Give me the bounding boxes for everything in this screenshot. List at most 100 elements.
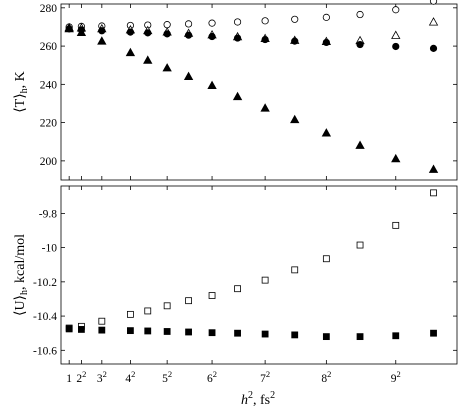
x-tick-label-exp: 2: [131, 369, 135, 379]
x-tick-label-base: 3: [97, 373, 103, 385]
temperature-circle-open-point: [322, 13, 330, 21]
energy-square-filled-point: [185, 328, 192, 336]
x-tick-label-base: 7: [260, 373, 266, 385]
energy-square-filled-point: [78, 326, 85, 333]
temperature-circle-open-point: [163, 21, 171, 29]
energy-square-open-point: [261, 276, 269, 284]
x-tick-label-base: 5: [162, 373, 168, 385]
temperature-plot-frame: [60, 3, 458, 181]
temperature-triangle-filled-point: [355, 140, 365, 149]
temperature-circle-open-point: [208, 19, 216, 27]
x-tick-label-exp: 2: [327, 369, 331, 379]
temperature-circle-filled-point: [261, 35, 269, 44]
temperature-circle-open-point: [392, 6, 400, 14]
energy-square-filled-point: [98, 326, 106, 334]
temperature-y-tick-label: 200: [40, 156, 58, 168]
temperature-circle-open-point: [291, 15, 299, 23]
x-tick-label: 62: [207, 369, 217, 385]
temperature-points: [64, 0, 439, 173]
energy-y-tick-label: -10.6: [33, 345, 57, 357]
x-tick-label-base: 2: [76, 373, 82, 385]
temperature-circle-filled-point: [322, 38, 330, 47]
energy-y-axis-label: ⟨U⟩h, kcal/mol: [13, 234, 30, 316]
temperature-y-label-tail: , K: [13, 71, 28, 88]
energy-square-open-point: [234, 285, 241, 293]
energy-square-open-point: [127, 310, 134, 318]
energy-square-open-point: [322, 255, 330, 263]
energy-square-filled-point: [392, 332, 400, 340]
x-tick-label: 72: [260, 369, 270, 385]
x-axis-label: h2, fs2: [241, 390, 275, 408]
temperature-x-ticks: [68, 4, 397, 180]
energy-y-label-tail: , kcal/mol: [13, 234, 28, 290]
x-tick-label: 22: [76, 369, 86, 385]
energy-x-ticks: 1 22 32 42 52 62 72 82 92: [66, 186, 401, 385]
energy-square-filled-point: [65, 325, 73, 333]
energy-square-open-point: [208, 292, 216, 299]
temperature-triangle-filled-point: [162, 63, 172, 72]
x-tick-label: 1: [66, 373, 72, 385]
energy-square-filled-point: [430, 329, 437, 337]
x-tick-label-base: 1: [66, 373, 72, 385]
energy-square-filled-point: [144, 327, 152, 335]
temperature-circle-open-point: [233, 18, 242, 26]
temperature-triangle-filled-point: [97, 36, 107, 45]
energy-plot-frame: [60, 185, 458, 365]
temperature-triangle-filled-point: [183, 71, 194, 81]
temperature-circle-filled-point: [126, 28, 135, 36]
temperature-circle-filled-point: [291, 37, 299, 45]
temperature-circle-open-point: [356, 10, 364, 19]
x-tick-label-base: 4: [125, 373, 131, 385]
temperature-y-label-sub: h: [19, 88, 30, 93]
x-tick-label: 32: [97, 369, 107, 385]
temperature-y-axis-label: ⟨T⟩h, K: [13, 71, 30, 113]
temperature-circle-open-point: [184, 20, 193, 28]
x-tick-label-base: 6: [207, 373, 213, 385]
energy-points: [65, 189, 437, 341]
temperature-circle-filled-point: [429, 44, 438, 52]
temperature-triangle-filled-point: [207, 80, 217, 90]
x-tick-label-base: 8: [321, 373, 327, 385]
temperature-triangle-open-point: [428, 17, 439, 26]
x-tick-label-exp: 2: [82, 369, 86, 379]
energy-square-open-point: [356, 241, 364, 249]
energy-square-open-point: [98, 317, 106, 325]
temperature-circle-filled-point: [392, 42, 400, 51]
temperature-circle-filled-point: [184, 31, 193, 39]
x-label-base: h: [241, 393, 248, 408]
temperature-triangle-filled-point: [76, 27, 87, 37]
temperature-triangle-filled-point: [125, 47, 136, 57]
energy-y-tick-label: -9.8: [39, 208, 57, 220]
x-tick-label-exp: 2: [103, 369, 107, 379]
temperature-triangle-filled-point: [428, 164, 439, 173]
temperature-y-tick-label: 220: [40, 118, 58, 130]
x-label-exp: 2: [248, 390, 253, 401]
energy-square-filled-point: [163, 328, 171, 335]
energy-square-filled-point: [356, 333, 364, 341]
x-label-mid: , fs: [253, 393, 270, 408]
energy-y-label-main: ⟨U⟩: [13, 295, 28, 316]
x-tick-label-exp: 2: [213, 369, 217, 379]
energy-square-filled-point: [291, 331, 299, 339]
temperature-triangle-filled-point: [260, 103, 270, 112]
energy-y-tick-label: -10.2: [33, 277, 57, 289]
temperature-y-label-main: ⟨T⟩: [13, 93, 28, 112]
temperature-circle-filled-point: [144, 29, 152, 37]
temperature-triangle-filled-point: [391, 153, 401, 163]
temperature-triangle-filled-point: [143, 55, 153, 64]
temperature-y-tick-label: 260: [40, 41, 58, 53]
x-tick-label: 92: [391, 369, 401, 385]
temperature-panel: 200 220 240 260 280 ⟨T⟩h, K: [13, 0, 458, 181]
energy-y-ticks: -10.6 -10.4 -10.2 -10 -9.8: [33, 208, 457, 357]
energy-square-filled-point: [208, 329, 216, 337]
temperature-circle-filled-point: [163, 30, 171, 38]
energy-square-filled-point: [127, 327, 134, 335]
temperature-circle-filled-point: [233, 34, 242, 42]
temperature-y-ticks: 200 220 240 260 280: [40, 3, 457, 168]
x-tick-label-base: 9: [391, 373, 397, 385]
energy-square-open-point: [163, 302, 171, 310]
x-tick-label: 42: [125, 369, 135, 385]
energy-y-label-sub: h: [19, 290, 30, 295]
x-tick-label-exp: 2: [266, 369, 270, 379]
energy-panel: -10.6-10.4-10.2-10-9.8 1 22 32 42 52 62 72 82 92…: [13, 185, 458, 408]
